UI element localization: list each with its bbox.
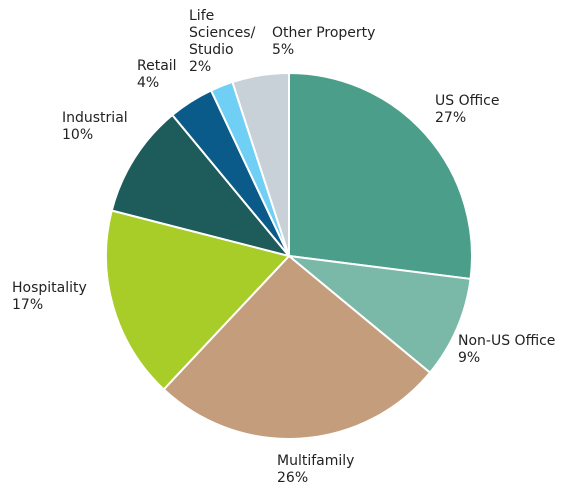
slice-label: Non-US Office 9% [458,333,555,367]
value-label: 9% [458,350,481,366]
category-label: Industrial [62,110,128,126]
category-label: Other Property [272,25,376,41]
slice-label: Life Sciences/ Studio 2% [189,8,261,76]
slice-label: Hospitality 17% [12,280,87,314]
category-label: Non-US Office [458,333,556,349]
pie-slice [285,254,472,375]
pie-slice [105,209,291,391]
category-label: US Office [435,93,500,109]
pie-slice [110,113,292,258]
value-label: 26% [277,470,309,486]
slice-label: Other Property 5% [272,25,375,59]
category-label: Retail [137,58,177,74]
category-label: Hospitality [12,280,87,296]
value-label: 5% [272,42,295,58]
category-label: Life Sciences/ Studio [189,8,256,58]
value-label: 17% [12,297,44,313]
value-label: 2% [189,59,212,75]
value-label: 4% [137,75,160,91]
slice-label: US Office 27% [435,93,499,127]
pie-slice [162,254,432,440]
slice-label: Industrial 10% [62,110,128,144]
category-label: Multifamily [277,453,355,469]
value-label: 10% [62,127,94,143]
slice-label: Multifamily 26% [277,453,354,487]
value-label: 27% [435,110,467,126]
pie-slice [288,71,473,281]
slice-label: Retail 4% [137,58,177,92]
pie-slice [231,71,290,257]
